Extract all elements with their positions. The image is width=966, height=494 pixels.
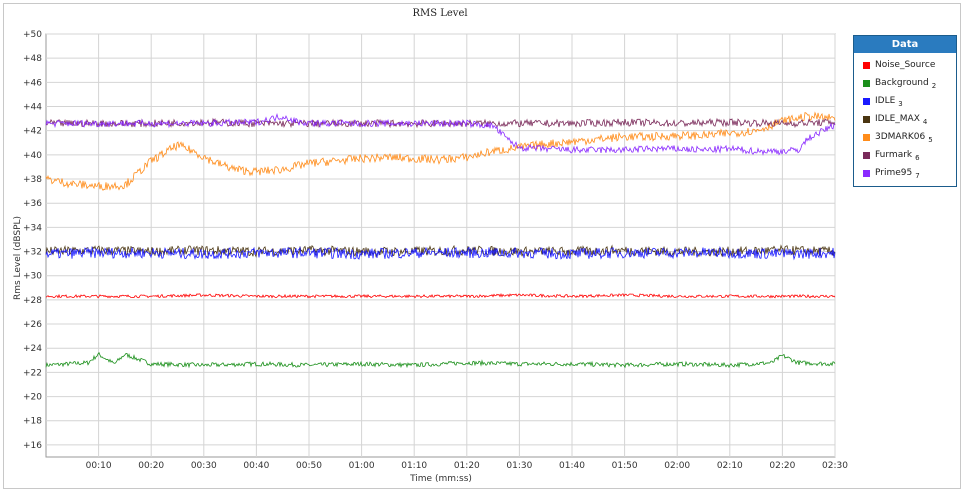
legend-item[interactable]: IDLE_MAX 4 <box>854 110 956 128</box>
legend-label: IDLE_MAX <box>875 114 920 124</box>
legend-label: Furmark <box>875 150 913 160</box>
legend-swatch <box>863 115 870 123</box>
x-axis-ticks: 00:10 00:20 00:30 00:40 00:50 01:00 01:10 01:20… <box>86 461 849 471</box>
legend-label: 3DMARK06 <box>875 132 926 142</box>
y-axis-ticks: +16 +18 +20 +22 +24 +26 +28 +30 +32 +34 +36 +38 +40 +… <box>23 30 42 451</box>
series-line-3dmark06 <box>45 111 836 191</box>
plot-area <box>45 33 836 458</box>
legend-swatch <box>863 133 870 141</box>
series-layer <box>45 111 836 369</box>
y-tick-label: +26 <box>23 320 42 330</box>
x-tick-label: 00:10 <box>86 461 112 471</box>
series-line-background <box>45 351 836 369</box>
y-tick-label: +46 <box>23 78 42 88</box>
series-line-noise-source <box>45 293 836 299</box>
x-tick-label: 01:00 <box>349 461 375 471</box>
x-tick-label: 02:10 <box>717 461 743 471</box>
y-tick-label: +32 <box>23 248 42 258</box>
legend-index: 4 <box>922 118 928 126</box>
x-tick-label: 02:20 <box>769 461 795 471</box>
x-tick-label: 02:30 <box>822 461 848 471</box>
legend-swatch <box>863 61 870 69</box>
legend-label: Prime95 <box>875 168 913 178</box>
y-tick-label: +42 <box>23 127 42 137</box>
legend-item[interactable]: IDLE 3 <box>854 92 956 110</box>
x-tick-label: 01:50 <box>612 461 638 471</box>
legend-item[interactable]: Furmark 6 <box>854 146 956 164</box>
y-tick-label: +18 <box>23 417 42 427</box>
y-tick-label: +38 <box>23 175 42 185</box>
y-tick-label: +16 <box>23 441 42 451</box>
y-tick-label: +50 <box>23 30 42 40</box>
legend-swatch <box>863 169 870 177</box>
x-tick-label: 00:50 <box>296 461 322 471</box>
legend-item[interactable]: Background 2 <box>854 74 956 92</box>
y-tick-label: +40 <box>23 151 42 161</box>
y-tick-label: +22 <box>23 368 42 378</box>
y-axis-label: Rms Level (dBSPL) <box>13 216 23 300</box>
legend-swatch <box>863 97 870 105</box>
x-tick-label: 01:30 <box>506 461 532 471</box>
x-axis-label: Time (mm:ss) <box>409 474 472 484</box>
x-tick-label: 01:10 <box>401 461 427 471</box>
y-tick-label: +34 <box>23 223 42 233</box>
legend-swatch <box>863 151 870 159</box>
legend-item[interactable]: 3DMARK06 5 <box>854 128 956 146</box>
x-tick-label: 01:20 <box>454 461 480 471</box>
y-tick-label: +28 <box>23 296 42 306</box>
chart-title: RMS Level <box>412 8 467 19</box>
y-tick-label: +48 <box>23 54 42 64</box>
y-tick-label: +30 <box>23 272 42 282</box>
legend-items: Noise_Source Background 2 IDLE 3 IDLE_MAX 4 3DM… <box>854 53 956 186</box>
x-tick-label: 00:30 <box>191 461 217 471</box>
chart-frame <box>3 3 961 489</box>
y-tick-label: +20 <box>23 393 42 403</box>
legend-swatch <box>863 79 870 87</box>
legend-index: 7 <box>915 172 920 180</box>
legend-label: Noise_Source <box>875 60 936 70</box>
legend-label: Background <box>875 78 929 88</box>
y-tick-label: +44 <box>23 103 42 113</box>
legend: Data Noise_Source Background 2 IDLE 3 IDLE_MA… <box>853 35 957 187</box>
legend-label: IDLE <box>875 96 896 106</box>
legend-index: 3 <box>898 100 903 108</box>
legend-index: 6 <box>915 154 920 162</box>
series-line-prime95 <box>45 112 836 156</box>
legend-index: 5 <box>928 136 933 144</box>
x-tick-label: 01:40 <box>559 461 585 471</box>
x-tick-label: 00:20 <box>138 461 164 471</box>
legend-index: 2 <box>931 82 937 90</box>
legend-item[interactable]: Noise_Source <box>854 56 956 74</box>
x-tick-label: 02:00 <box>664 461 690 471</box>
y-tick-label: +24 <box>23 344 42 354</box>
series-line-idle <box>45 245 836 261</box>
legend-item[interactable]: Prime95 7 <box>854 164 956 182</box>
y-tick-label: +36 <box>23 199 42 209</box>
x-tick-label: 00:40 <box>243 461 269 471</box>
legend-title: Data <box>854 36 956 53</box>
